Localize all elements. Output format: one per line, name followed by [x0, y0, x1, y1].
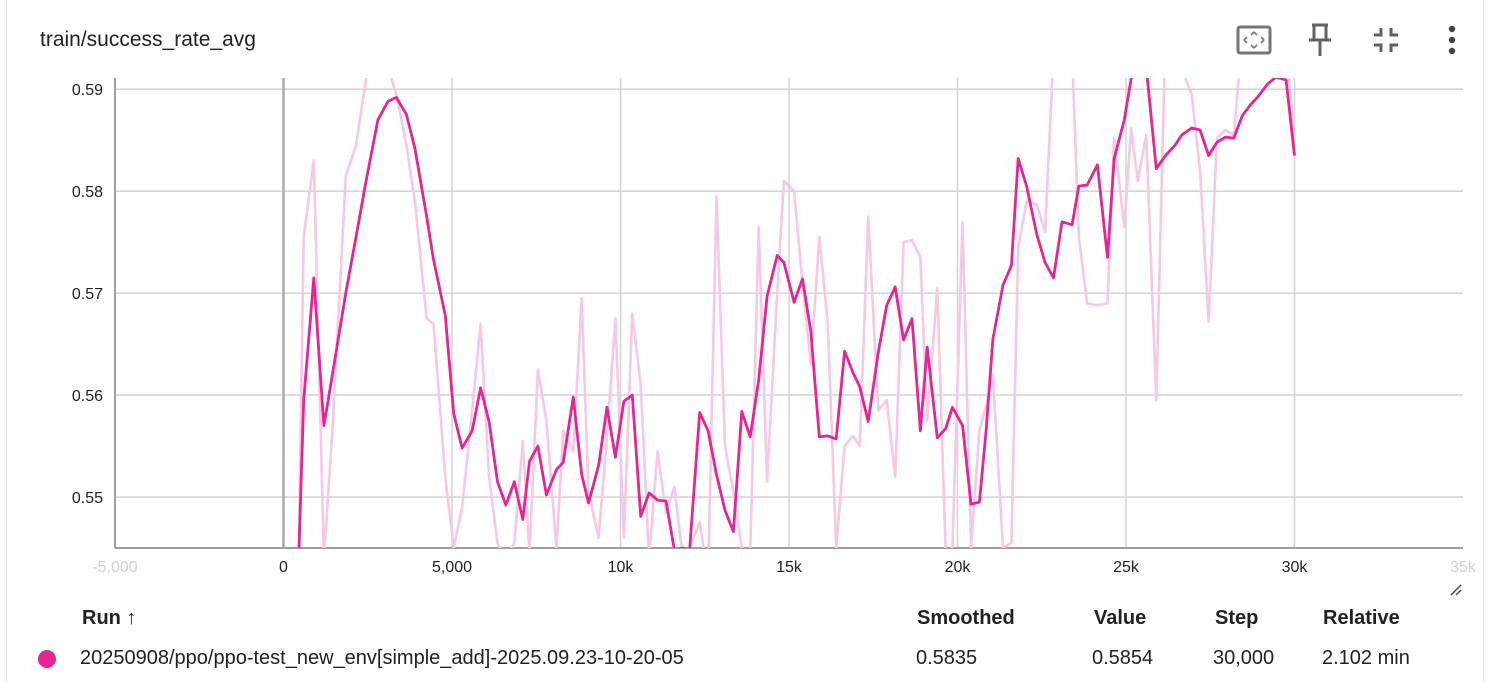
step-value: 30,000 [1213, 647, 1275, 669]
more-vert-icon [1448, 25, 1456, 55]
x-tick-label: -5,000 [92, 559, 137, 576]
more-options-button[interactable] [1432, 20, 1472, 60]
x-tick-label: 5,000 [432, 559, 472, 576]
run-name: 20250908/ppo/ppo-test_new_env[simple_add… [80, 647, 684, 669]
y-tick-label: 0.59 [72, 82, 103, 99]
card-title: train/success_rate_avg [40, 28, 256, 51]
relative-time: 2.102 min [1322, 647, 1410, 669]
run-color-dot[interactable] [38, 650, 56, 668]
x-tick-label: 35k [1450, 559, 1477, 576]
resize-handle-icon[interactable] [1449, 583, 1463, 597]
line-chart[interactable]: 0.55 0.56 0.57 0.58 0.59 -5,000 0 5,000 10k 15k 20… [0, 0, 1490, 600]
collapse-icon [1374, 28, 1398, 52]
smoothed-value: 0.5835 [916, 647, 978, 669]
fit-domain-icon [1236, 25, 1272, 55]
x-tick-label: 30k [1282, 559, 1309, 576]
column-header-step[interactable]: Step [1215, 607, 1259, 629]
raw-value: 0.5854 [1092, 647, 1154, 669]
pin-button[interactable] [1300, 20, 1340, 60]
fit-domain-button[interactable] [1234, 20, 1274, 60]
x-tick-label: 25k [1113, 559, 1140, 576]
column-header-run[interactable]: Run ↑ [82, 607, 137, 629]
column-header-relative[interactable]: Relative [1323, 607, 1400, 629]
y-tick-label: 0.55 [72, 490, 103, 507]
y-tick-label: 0.58 [72, 184, 103, 201]
column-header-smoothed[interactable]: Smoothed [917, 607, 1015, 629]
scalar-card: train/success_rate_avg [6, 0, 1484, 682]
x-tick-label: 0 [279, 559, 288, 576]
x-tick-label: 20k [945, 559, 972, 576]
raw-series-line [297, 78, 1296, 548]
smoothed-series-line [297, 78, 1296, 548]
y-tick-label: 0.57 [72, 286, 103, 303]
x-tick-label: 15k [776, 559, 803, 576]
collapse-button[interactable] [1366, 20, 1406, 60]
column-header-value[interactable]: Value [1094, 607, 1147, 629]
pin-icon [1309, 23, 1331, 56]
y-tick-label: 0.56 [72, 388, 103, 405]
x-tick-label: 10k [608, 559, 635, 576]
